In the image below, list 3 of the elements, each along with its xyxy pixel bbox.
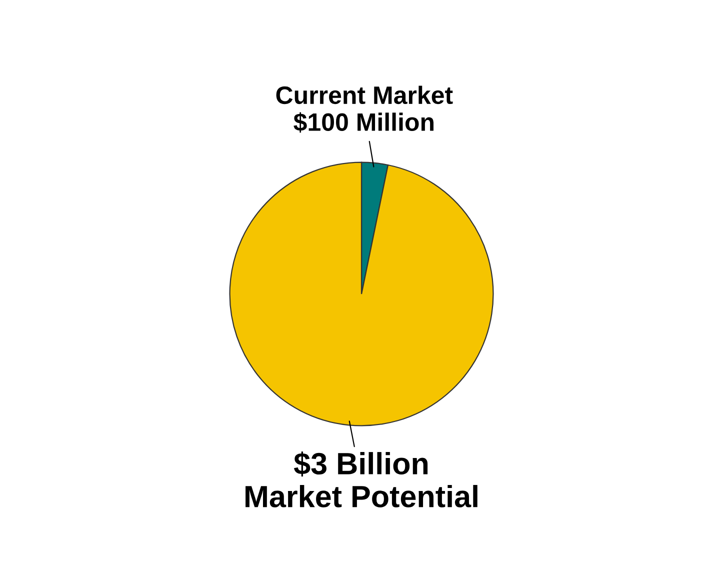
pie-slice bbox=[229, 162, 494, 426]
slice-label: Current Market $100 Million bbox=[276, 86, 453, 133]
slice-label: $3 Billion Market Potential bbox=[246, 452, 478, 508]
